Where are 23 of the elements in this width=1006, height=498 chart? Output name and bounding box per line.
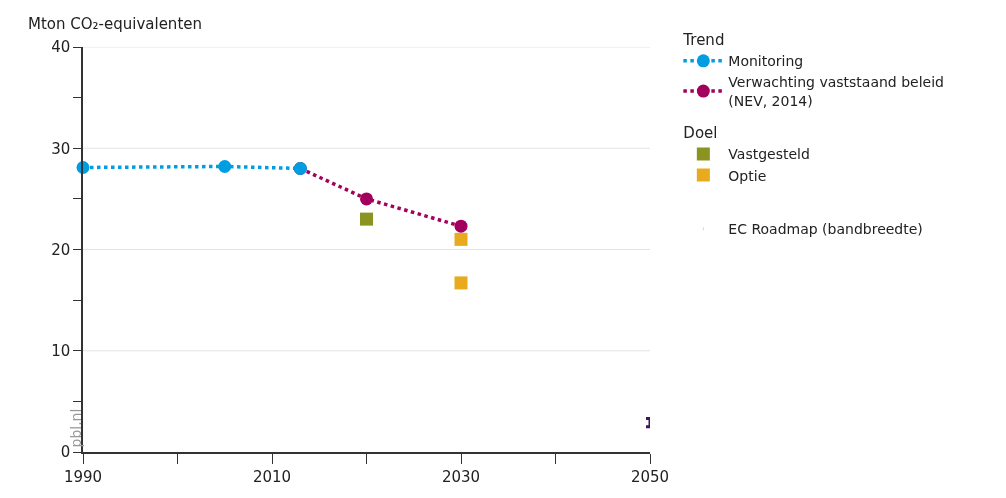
y-tick-label: 20	[51, 240, 71, 259]
point	[454, 232, 468, 246]
y-tick-label: 0	[60, 443, 71, 462]
point	[454, 276, 468, 290]
legend-label: Vastgesteld	[728, 146, 810, 163]
legend-label: Optie	[728, 167, 767, 184]
y-axis-title: Mton CO₂-equivalenten	[28, 15, 202, 33]
text: Doel	[683, 123, 718, 142]
x-tick-label: 2030	[441, 467, 481, 486]
y-tick-label: 30	[51, 139, 71, 158]
legend-label: Monitoring	[728, 53, 804, 70]
legend-label: Verwachting vaststaand beleid (NEV, 2014)	[728, 74, 944, 109]
point	[360, 212, 373, 226]
point	[218, 159, 232, 173]
point	[454, 219, 468, 233]
y-tick-label: 10	[51, 342, 71, 360]
y-tick-label: 40	[51, 38, 71, 57]
x-tick-label: 2050	[630, 467, 670, 486]
x-tick-label: 1990	[63, 467, 103, 486]
legend-label: EC Roadmap (bandbreedte)	[728, 221, 923, 238]
text: Trend	[682, 30, 725, 49]
x-tick-label: 2010	[252, 467, 292, 486]
point	[360, 192, 373, 206]
